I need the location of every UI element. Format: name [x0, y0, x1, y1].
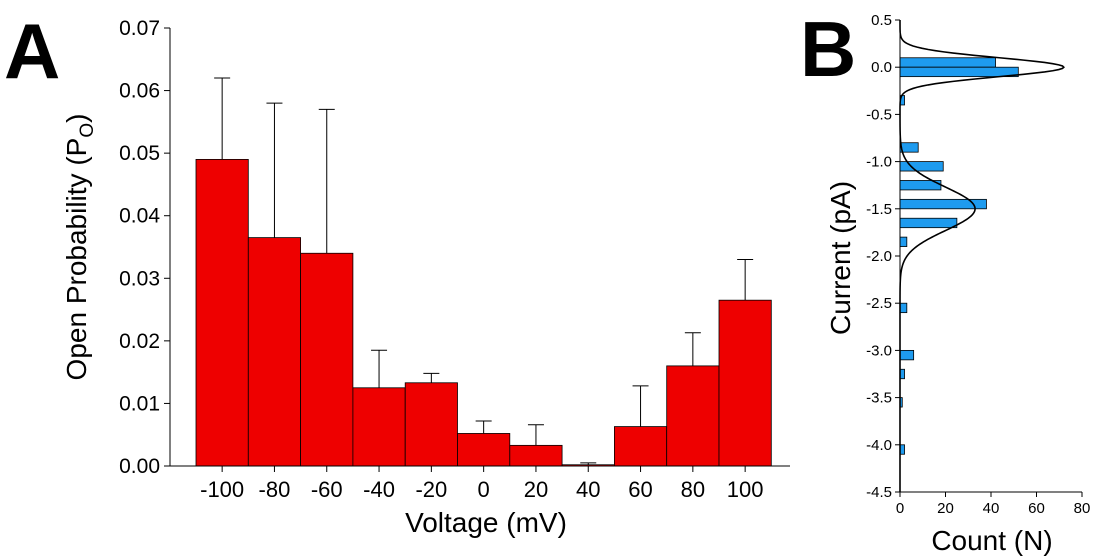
- a-y-tick-label: 0.03: [119, 267, 160, 290]
- a-x-axis-title: Voltage (mV): [405, 507, 567, 538]
- a-y-tick-label: 0.01: [119, 392, 160, 415]
- a-bars: [195, 158, 772, 467]
- a-x-tick-label: -60: [311, 477, 343, 502]
- a-bar: [300, 252, 354, 467]
- b-x-tick-label: 0: [896, 500, 904, 517]
- a-y-tick-label: 0.02: [119, 330, 160, 353]
- b-y-tick-label: -2.5: [866, 295, 892, 312]
- chart-a: 0.00 0.01 0.02 0.03 0.04 0.05 0.06 0.07 -100 -80…: [61, 17, 790, 538]
- b-x-tick-label: 20: [937, 500, 954, 517]
- b-bar: [899, 236, 908, 247]
- b-gaussian-fit-curve: [899, 20, 1065, 492]
- a-x-tick-label: 20: [524, 477, 548, 502]
- a-y-tick-label: 0.00: [119, 455, 160, 478]
- a-x-tick-label: 40: [576, 477, 600, 502]
- a-y-ticks: 0.00 0.01 0.02 0.03 0.04 0.05 0.06 0.07: [119, 17, 170, 478]
- a-x-ticks: -100 -80 -60 -40 -20 0 20 40 60 80 100: [200, 466, 764, 502]
- a-y-tick-label: 0.07: [119, 17, 160, 40]
- b-y-ticks: 0.5 0.0 -0.5 -1.0 -1.5 -2.0 -2.5 -3.0 -3.5 -4.0 -4…: [866, 12, 900, 501]
- b-y-tick-label: 0.0: [871, 59, 892, 76]
- a-bar: [404, 382, 458, 467]
- a-x-tick-label: -40: [363, 477, 395, 502]
- chart-b: 0.5 0.0 -0.5 -1.0 -1.5 -2.0 -2.5 -3.0 -3.5 -4.0 -4…: [825, 12, 1090, 556]
- a-y-tick-label: 0.06: [119, 80, 160, 103]
- b-y-tick-label: -1.0: [866, 154, 892, 171]
- b-bar: [899, 57, 996, 68]
- b-x-tick-label: 80: [1074, 500, 1091, 517]
- a-x-tick-label: 100: [727, 477, 764, 502]
- b-y-tick-label: 0.5: [871, 12, 892, 29]
- a-x-tick-label: -100: [200, 477, 244, 502]
- b-y-tick-label: -3.5: [866, 390, 892, 407]
- b-y-tick-label: -4.5: [866, 484, 892, 501]
- b-y-tick-label: -3.0: [866, 342, 892, 359]
- a-x-tick-label: 80: [681, 477, 705, 502]
- a-bar: [614, 426, 668, 467]
- b-y-tick-label: -0.5: [866, 106, 892, 123]
- b-bar: [899, 161, 944, 172]
- b-bar: [899, 302, 908, 314]
- b-x-ticks: 0 20 40 60 80: [896, 492, 1091, 517]
- a-y-axis-title: Open Probability (PO): [61, 114, 98, 381]
- a-x-tick-label: -80: [259, 477, 291, 502]
- a-bar: [352, 387, 406, 467]
- b-y-axis-title: Current (pA): [825, 181, 856, 335]
- a-y-axis-title-sub: O: [77, 123, 98, 138]
- b-bar: [899, 217, 958, 229]
- a-y-axis-title-close: ): [61, 114, 92, 123]
- b-x-tick-label: 60: [1028, 500, 1045, 517]
- b-x-axis-title: Count (N): [931, 525, 1052, 556]
- b-y-tick-label: -4.0: [866, 437, 892, 454]
- panel-b-letter: B: [800, 5, 856, 93]
- a-y-tick-label: 0.05: [119, 142, 160, 165]
- a-bar: [457, 433, 511, 467]
- b-x-tick-label: 40: [983, 500, 1000, 517]
- a-bar: [666, 365, 720, 467]
- a-bar: [195, 158, 249, 467]
- panel-a-letter: A: [4, 7, 60, 95]
- b-y-tick-label: -2.0: [866, 248, 892, 265]
- b-y-tick-label: -1.5: [866, 201, 892, 218]
- a-bar: [247, 237, 302, 467]
- a-bar: [718, 299, 772, 467]
- a-x-tick-label: -20: [415, 477, 447, 502]
- b-bars: [899, 57, 1019, 455]
- a-x-tick-label: 60: [628, 477, 652, 502]
- b-bar: [899, 349, 915, 361]
- a-x-tick-label: 0: [478, 477, 490, 502]
- a-y-tick-label: 0.04: [119, 205, 160, 228]
- a-bar: [509, 444, 563, 467]
- a-y-axis-title-main: Open Probability (P: [61, 138, 92, 381]
- b-bar: [899, 66, 1019, 78]
- a-error-bars: [214, 77, 754, 465]
